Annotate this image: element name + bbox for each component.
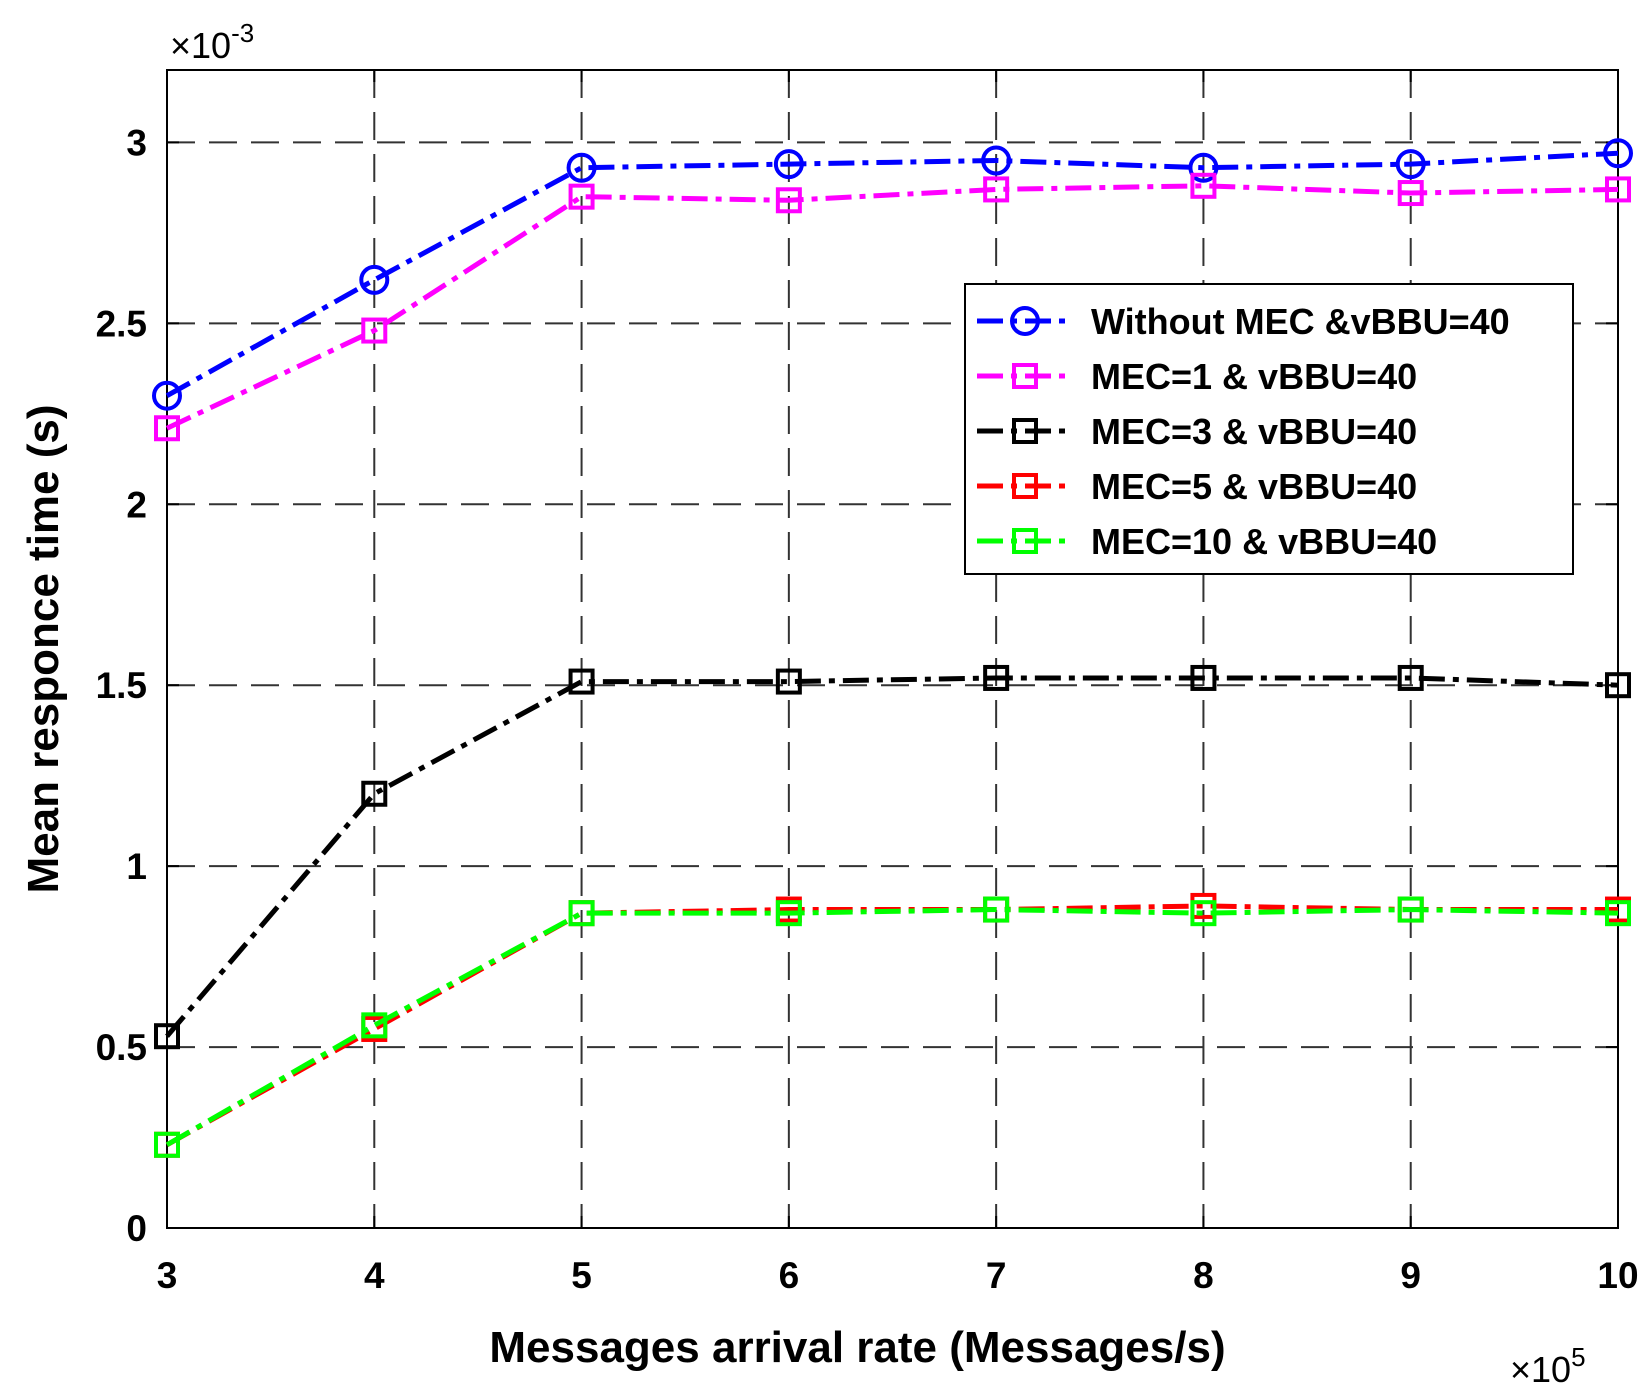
data-point bbox=[568, 900, 595, 927]
x-multiplier-base: ×10 bbox=[1510, 1349, 1571, 1390]
series-line bbox=[165, 183, 1619, 431]
data-point bbox=[981, 145, 1012, 176]
data-point bbox=[983, 896, 1010, 923]
x-axis-multiplier: ×105 bbox=[1510, 1342, 1586, 1390]
x-tick-label: 7 bbox=[986, 1255, 1007, 1296]
series-1 bbox=[154, 172, 1631, 442]
data-point bbox=[359, 264, 390, 295]
legend-label: MEC=3 & vBBU=40 bbox=[1091, 411, 1417, 452]
data-point bbox=[773, 149, 804, 180]
data-point bbox=[361, 1012, 388, 1039]
legend-entry: MEC=5 & vBBU=40 bbox=[977, 466, 1417, 507]
y-tick-label: 1 bbox=[126, 846, 147, 887]
data-point bbox=[1397, 180, 1424, 207]
legend-label: MEC=10 & vBBU=40 bbox=[1091, 521, 1437, 562]
x-tick-label: 10 bbox=[1597, 1255, 1638, 1296]
legend-entry: Without MEC &vBBU=40 bbox=[977, 301, 1510, 342]
x-tick-label: 3 bbox=[157, 1255, 178, 1296]
legend-entry: MEC=3 & vBBU=40 bbox=[977, 411, 1417, 452]
y-tick-label: 0 bbox=[126, 1208, 147, 1249]
data-point bbox=[1190, 900, 1217, 927]
data-point bbox=[1190, 664, 1217, 691]
x-axis-label: Messages arrival rate (Messages/s) bbox=[489, 1323, 1225, 1372]
series-line bbox=[165, 150, 1619, 398]
legend-entry: MEC=10 & vBBU=40 bbox=[977, 521, 1437, 562]
data-point bbox=[361, 317, 388, 344]
data-point bbox=[361, 780, 388, 807]
data-point bbox=[1397, 896, 1424, 923]
x-tick-label: 9 bbox=[1400, 1255, 1421, 1296]
y-tick-label: 1.5 bbox=[96, 665, 147, 706]
legend-label: MEC=1 & vBBU=40 bbox=[1091, 356, 1417, 397]
y-multiplier-base: ×10 bbox=[170, 25, 231, 66]
data-point bbox=[568, 183, 595, 210]
x-tick-label: 6 bbox=[779, 1255, 800, 1296]
y-tick-label: 0.5 bbox=[96, 1027, 147, 1068]
data-point bbox=[566, 152, 597, 183]
data-point bbox=[1605, 672, 1631, 699]
data-point bbox=[154, 1023, 180, 1050]
legend-label: MEC=5 & vBBU=40 bbox=[1091, 466, 1417, 507]
data-point bbox=[775, 187, 802, 214]
x-tick-label: 4 bbox=[364, 1255, 385, 1296]
data-point bbox=[1397, 664, 1424, 691]
data-point bbox=[775, 668, 802, 695]
x-tick-label: 5 bbox=[571, 1255, 592, 1296]
grid-lines bbox=[167, 70, 1618, 1228]
data-point bbox=[983, 664, 1010, 691]
data-point bbox=[775, 900, 802, 927]
x-multiplier-exp: 5 bbox=[1571, 1342, 1585, 1372]
series-line bbox=[165, 675, 1619, 1038]
series-4 bbox=[154, 896, 1631, 1158]
legend-swatch-marker bbox=[1012, 363, 1038, 389]
legend-label: Without MEC &vBBU=40 bbox=[1091, 301, 1510, 342]
data-point bbox=[152, 380, 182, 411]
legend-entry: MEC=1 & vBBU=40 bbox=[977, 356, 1417, 397]
y-tick-label: 3 bbox=[126, 122, 147, 163]
data-point bbox=[1190, 172, 1217, 199]
y-tick-label: 2.5 bbox=[96, 303, 147, 344]
legend: Without MEC &vBBU=40 MEC=1 & vBBU=40 MEC=3… bbox=[964, 283, 1574, 575]
legend-box bbox=[964, 283, 1574, 575]
data-point bbox=[568, 668, 595, 695]
axis-ticks: 3 4 5 6 7 8 9 10 0 0.5 1 1.5 2 2.5 3 bbox=[96, 70, 1639, 1296]
data-point bbox=[1605, 176, 1631, 203]
plot-frame bbox=[166, 69, 1619, 1229]
data-point bbox=[154, 415, 180, 442]
legend-swatch-marker bbox=[1012, 473, 1038, 499]
series-group bbox=[152, 138, 1633, 1158]
legend-swatch-marker bbox=[1012, 528, 1038, 554]
legend-swatch-marker bbox=[1012, 418, 1038, 444]
data-point bbox=[1603, 138, 1633, 169]
data-point bbox=[154, 1131, 180, 1158]
y-tick-label: 2 bbox=[126, 484, 147, 525]
y-axis-multiplier: ×10-3 bbox=[170, 18, 254, 66]
x-tick-label: 8 bbox=[1193, 1255, 1214, 1296]
y-axis-label: Mean responce time (s) bbox=[19, 404, 68, 893]
data-point bbox=[983, 176, 1010, 203]
series-2 bbox=[154, 664, 1631, 1050]
data-point bbox=[1395, 149, 1426, 180]
legend-swatch-marker bbox=[1010, 306, 1040, 336]
data-point bbox=[1188, 152, 1219, 183]
series-line bbox=[165, 907, 1619, 1147]
series-0 bbox=[152, 138, 1633, 411]
data-point bbox=[1605, 900, 1631, 927]
y-multiplier-exp: -3 bbox=[231, 18, 254, 48]
